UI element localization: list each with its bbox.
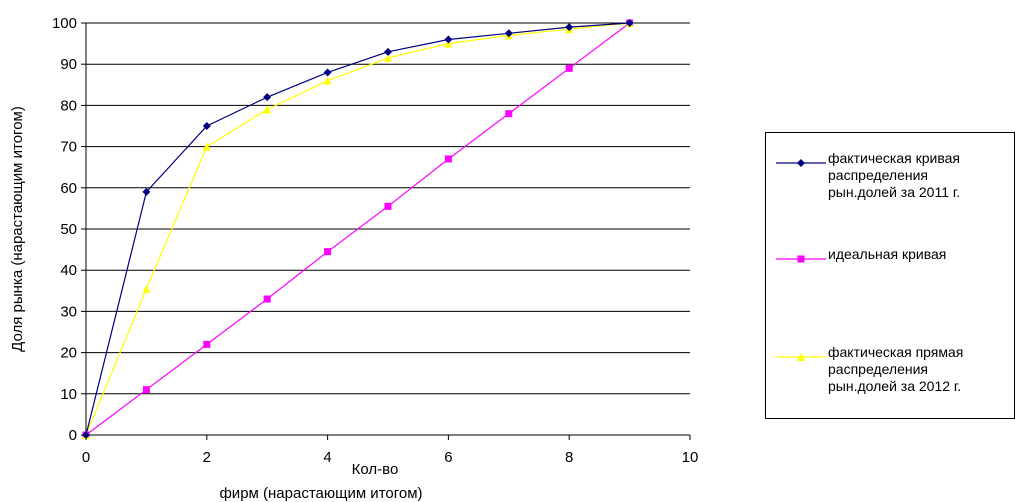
series-line-square bbox=[85, 22, 630, 436]
y-tick-label: 90 bbox=[60, 56, 77, 73]
x-tick-label: 10 bbox=[682, 449, 699, 466]
data-point-triangle bbox=[323, 76, 332, 85]
y-tick-label: 60 bbox=[60, 180, 77, 197]
data-point-diamond bbox=[565, 23, 574, 32]
y-tick-label: 20 bbox=[60, 345, 77, 362]
data-point-diamond bbox=[263, 93, 272, 102]
data-point-diamond bbox=[444, 35, 453, 44]
y-tick-label: 10 bbox=[60, 386, 77, 403]
legend-marker-diamond-icon bbox=[776, 159, 826, 167]
x-tick-labels: 0 2 4 6 8 10 bbox=[82, 449, 699, 466]
y-tick-labels: 0 10 20 30 40 50 60 70 80 90 100 bbox=[52, 15, 77, 444]
data-point-square bbox=[263, 295, 271, 303]
x-tick-label: 2 bbox=[203, 449, 211, 466]
legend: фактическая кривая распределения рын.дол… bbox=[765, 132, 1015, 419]
data-point-diamond bbox=[504, 29, 513, 38]
legend-label-ideal: идеальная кривая bbox=[828, 246, 947, 262]
x-axis-label-line-2: фирм (нарастающим итогом) bbox=[219, 485, 422, 502]
data-point-triangle bbox=[444, 39, 453, 48]
y-axis-label: Доля рынка (нарастающим итогом) bbox=[9, 106, 26, 352]
data-point-square bbox=[384, 202, 392, 210]
data-point-diamond bbox=[202, 122, 211, 130]
x-axis-label-line-1: Кол-во bbox=[352, 461, 399, 478]
legend-marker-triangle-icon bbox=[776, 353, 826, 361]
y-tick-label: 70 bbox=[60, 139, 77, 156]
axes bbox=[81, 22, 691, 440]
series-layer bbox=[82, 19, 634, 439]
data-point-diamond bbox=[82, 431, 90, 439]
data-point-diamond bbox=[142, 187, 151, 196]
x-tick-label: 0 bbox=[82, 449, 90, 466]
legend-marker-square-icon bbox=[776, 255, 826, 263]
x-tick-label: 6 bbox=[444, 449, 452, 466]
data-point-square bbox=[444, 155, 452, 163]
y-tick-label: 30 bbox=[60, 303, 77, 320]
data-point-diamond bbox=[384, 47, 392, 56]
grid-lines bbox=[86, 22, 690, 395]
legend-label-2012: фактическая прямая распределения рын.дол… bbox=[828, 344, 964, 394]
y-tick-label: 80 bbox=[60, 97, 77, 114]
y-tick-label: 40 bbox=[60, 262, 77, 279]
series-line-triangle bbox=[85, 22, 630, 436]
data-point-square bbox=[142, 386, 150, 394]
data-point-square bbox=[203, 340, 211, 348]
x-tick-label: 8 bbox=[565, 449, 573, 466]
y-tick-label: 50 bbox=[60, 221, 77, 238]
x-tick-label: 4 bbox=[323, 449, 331, 466]
data-point-diamond bbox=[323, 68, 332, 77]
series-line-diamond bbox=[85, 22, 630, 436]
data-point-triangle bbox=[384, 54, 392, 63]
data-point-triangle bbox=[263, 105, 272, 114]
data-point-triangle bbox=[202, 142, 211, 151]
data-point-square bbox=[505, 110, 513, 118]
data-point-square bbox=[565, 64, 573, 72]
legend-label-2011: фактическая кривая распределения рын.дол… bbox=[828, 150, 961, 200]
y-tick-label: 100 bbox=[52, 15, 77, 32]
series-diamond bbox=[82, 19, 634, 439]
y-tick-label: 0 bbox=[69, 427, 77, 444]
data-point-square bbox=[324, 248, 332, 256]
data-point-triangle bbox=[142, 284, 151, 293]
data-point-diamond bbox=[625, 19, 634, 27]
